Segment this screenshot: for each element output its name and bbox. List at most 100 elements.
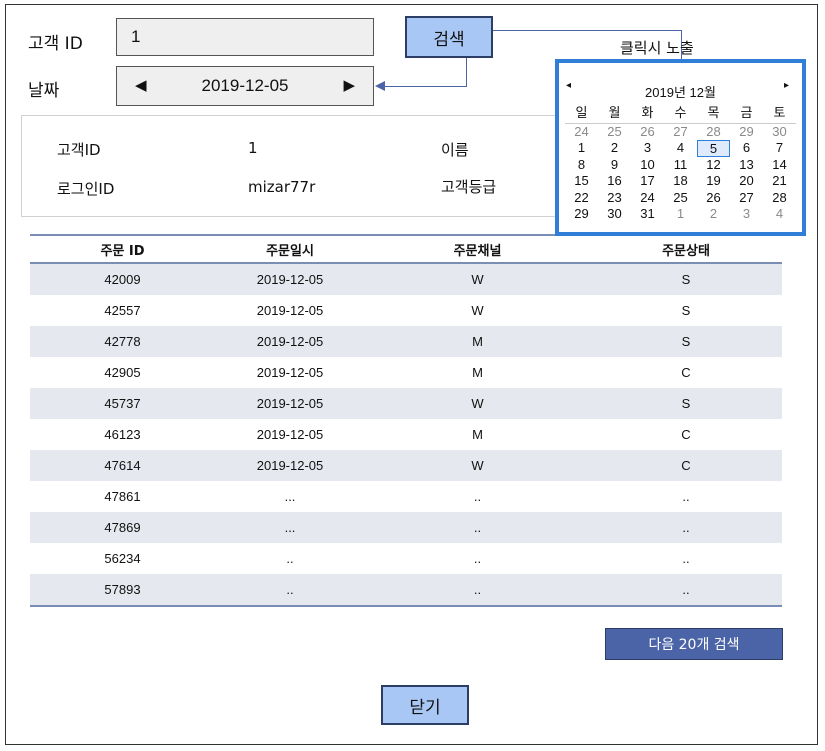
customer-id-input[interactable] [117,19,373,55]
calendar-day[interactable]: 31 [640,206,655,221]
calendar-day[interactable]: 4 [775,206,784,221]
calendar-day[interactable]: 30 [607,206,622,221]
search-button[interactable]: 검색 [405,16,493,58]
cell-order-date: 2019-12-05 [256,427,324,442]
calendar-day[interactable]: 29 [739,123,754,139]
table-row[interactable]: 47861....... [30,481,782,512]
calendar-day[interactable]: 25 [607,123,622,139]
calendar-day[interactable]: 12 [706,156,721,172]
date-label: 날짜 [28,81,60,101]
cell-order-status: .. [682,520,690,535]
calendar-day[interactable]: 28 [772,189,787,205]
calendar-weekday: 월 [608,105,621,120]
table-bottom-line [30,605,782,607]
calendar-day[interactable]: 27 [739,189,754,205]
customer-id-field[interactable] [116,18,374,56]
calendar-day[interactable]: 24 [640,189,655,205]
calendar-day[interactable]: 25 [673,189,688,205]
calendar-day[interactable]: 4 [676,140,685,155]
calendar-day-selected[interactable]: 5 [697,140,730,157]
calendar-day[interactable]: 18 [673,173,688,188]
cell-order-channel: M [472,334,483,349]
table-row[interactable]: 42778 2019-12-05 M S [30,326,782,357]
next-date-icon[interactable]: ▶ [343,77,355,94]
calendar-day[interactable]: 10 [640,156,655,172]
header-order-id[interactable]: 주문 ID [100,243,145,259]
calendar-day[interactable]: 20 [739,173,754,188]
header-order-status[interactable]: 주문상태 [662,243,710,259]
calendar-day[interactable]: 13 [739,156,754,172]
calendar-day[interactable]: 27 [673,123,688,139]
cell-order-id: 46123 [104,427,141,442]
info-login-label: 로그인ID [57,180,115,198]
cell-order-channel: M [472,365,483,380]
calendar-day[interactable]: 29 [574,206,589,221]
cell-order-date: ... [284,520,296,535]
table-row[interactable]: 42905 2019-12-05 M C [30,357,782,388]
table-row[interactable]: 56234...... [30,543,782,574]
calendar-day[interactable]: 17 [640,173,655,188]
cell-order-date: ... [284,489,296,504]
calendar-week-row: 29 30 31 1 2 3 4 [565,206,796,223]
connector-line [384,86,467,87]
date-value[interactable]: 2019-12-05 [201,76,289,95]
calendar-day[interactable]: 3 [643,140,652,155]
cell-order-status: .. [682,551,690,566]
next-20-search-button[interactable]: 다음 20개 검색 [605,628,783,660]
calendar-day[interactable]: 2 [709,206,718,221]
calendar-next-icon[interactable]: ▸ [783,80,789,91]
table-body: 42009 2019-12-05 W S 42557 2019-12-05 W S 42778 2… [30,264,782,605]
calendar-day[interactable]: 2 [610,140,619,155]
calendar-title: 2019년 12월 [645,85,716,100]
calendar-day[interactable]: 22 [574,189,589,205]
table-row[interactable]: 46123 2019-12-05 M C [30,419,782,450]
header-order-date[interactable]: 주문일시 [266,243,314,259]
calendar-day[interactable]: 23 [607,189,622,205]
calendar-day[interactable]: 11 [673,156,688,172]
table-row[interactable]: 57893...... [30,574,782,605]
header-order-channel[interactable]: 주문채널 [453,243,502,259]
table-row[interactable]: 47614 2019-12-05 W C [30,450,782,481]
calendar-weekday: 수 [674,105,687,120]
cell-order-date: 2019-12-05 [256,396,324,411]
calendar-day[interactable]: 1 [577,140,586,155]
cell-order-date: 2019-12-05 [256,272,324,287]
cell-order-id: 47861 [104,489,141,504]
cell-order-date: 2019-12-05 [256,365,324,380]
calendar-weekday: 화 [641,105,654,120]
calendar-day[interactable]: 1 [676,206,685,221]
info-grade-label: 고객등급 [441,178,497,196]
cell-order-channel: .. [473,520,482,535]
close-button[interactable]: 닫기 [381,685,469,725]
calendar-day[interactable]: 26 [706,189,721,205]
calendar-week-row: 22 23 24 25 26 27 28 [565,190,796,207]
calendar-day[interactable]: 30 [772,123,787,139]
calendar-day[interactable]: 7 [775,140,784,155]
calendar-day[interactable]: 21 [772,173,787,188]
table-row[interactable]: 42009 2019-12-05 W S [30,264,782,295]
table-row[interactable]: 47869....... [30,512,782,543]
calendar-day[interactable]: 19 [706,173,721,188]
cell-order-channel: W [471,303,484,318]
calendar-day[interactable]: 15 [574,173,589,188]
calendar-weekday: 목 [707,105,720,120]
popup-note: 클릭시 노출 [620,39,694,57]
date-picker[interactable]: ◀ 2019-12-05 ▶ [116,66,374,106]
cell-order-channel: W [471,272,484,287]
calendar-day[interactable]: 6 [742,140,751,155]
calendar-day[interactable]: 16 [607,173,622,188]
connector-line [493,30,682,31]
table-row[interactable]: 45737 2019-12-05 W S [30,388,782,419]
calendar-week-row: 15 16 17 18 19 20 21 [565,173,796,190]
calendar-day[interactable]: 26 [640,123,655,139]
prev-date-icon[interactable]: ◀ [135,77,147,94]
info-name-label: 이름 [441,141,469,159]
calendar-day[interactable]: 9 [610,156,619,172]
calendar-day[interactable]: 24 [574,123,589,139]
calendar-day[interactable]: 28 [706,123,721,139]
calendar-day[interactable]: 14 [772,156,787,172]
calendar-day[interactable]: 8 [577,156,586,172]
calendar-day[interactable]: 3 [742,206,751,221]
table-row[interactable]: 42557 2019-12-05 W S [30,295,782,326]
calendar-prev-icon[interactable]: ◂ [566,80,572,91]
